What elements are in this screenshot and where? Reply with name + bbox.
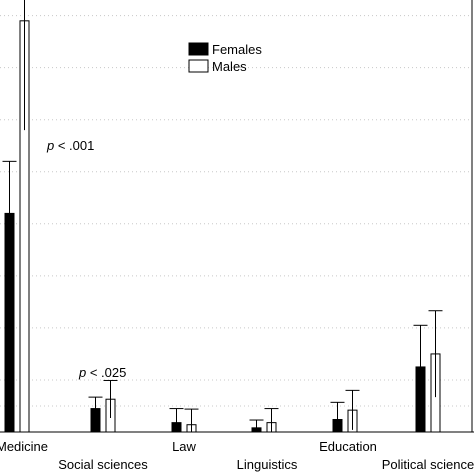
- annotation-pvalue: p < .025: [78, 365, 126, 380]
- error-bars: [2, 0, 443, 432]
- annotation-pvalue: p < .001: [46, 138, 94, 153]
- legend-swatch-females: [188, 42, 209, 56]
- x-tick-label: Medicine: [0, 439, 48, 454]
- legend-label-females: Females: [212, 42, 262, 57]
- legend: Females Males: [188, 42, 262, 74]
- x-tick-label: Linguistics: [237, 457, 298, 472]
- legend-label-males: Males: [212, 59, 247, 74]
- bars: [4, 20, 441, 433]
- annotations: p < .001 p < .025: [46, 138, 126, 380]
- x-tick-label: Social sciences: [58, 457, 148, 472]
- x-tick-label: Education: [319, 439, 377, 454]
- legend-swatch-males: [188, 59, 209, 73]
- x-tick-label: Political science: [382, 457, 474, 472]
- gridlines: [0, 15, 472, 407]
- x-tick-labels: Medicine Social sciences Law Linguistics Edu…: [0, 439, 474, 472]
- x-tick-label: Law: [172, 439, 196, 454]
